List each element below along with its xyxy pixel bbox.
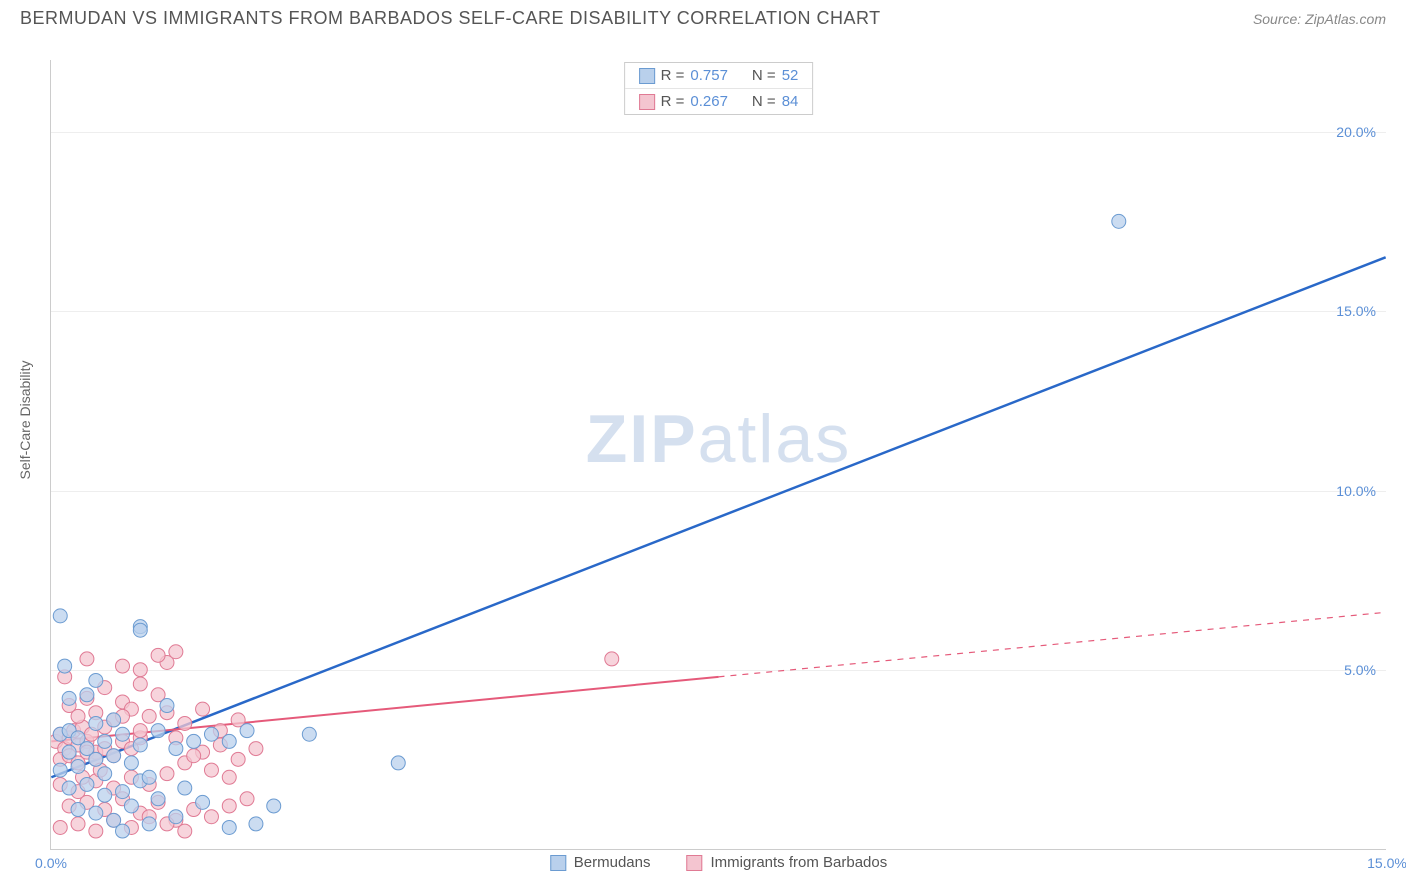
legend-r-value-1: 0.267	[690, 93, 728, 110]
source-value: ZipAtlas.com	[1305, 11, 1386, 27]
chart-source: Source: ZipAtlas.com	[1253, 11, 1386, 27]
legend-swatch-0	[639, 68, 655, 84]
legend-n-value-1: 84	[782, 93, 799, 110]
scatter-plot-svg	[51, 60, 1386, 849]
legend-stats-row-0: R = 0.757 N = 52	[625, 63, 813, 89]
legend-bottom-swatch-1	[686, 855, 702, 871]
chart-title: BERMUDAN VS IMMIGRANTS FROM BARBADOS SEL…	[20, 8, 881, 29]
legend-bottom-label-0: Bermudans	[574, 854, 651, 871]
legend-r-label-1: R =	[661, 93, 685, 110]
source-label: Source:	[1253, 11, 1305, 27]
legend-swatch-1	[639, 94, 655, 110]
legend-n-label-1: N =	[752, 93, 776, 110]
chart-header: BERMUDAN VS IMMIGRANTS FROM BARBADOS SEL…	[0, 0, 1406, 33]
legend-bottom-label-1: Immigrants from Barbados	[710, 854, 887, 871]
legend-series: Bermudans Immigrants from Barbados	[550, 854, 887, 871]
legend-r-label-0: R =	[661, 67, 685, 84]
legend-bottom-swatch-0	[550, 855, 566, 871]
legend-r-value-0: 0.757	[690, 67, 728, 84]
x-tick-label: 0.0%	[35, 855, 67, 871]
legend-n-label-0: N =	[752, 67, 776, 84]
chart-plot-area: ZIPatlas R = 0.757 N = 52 R = 0.267 N = …	[50, 60, 1386, 850]
y-axis-label: Self-Care Disability	[17, 360, 33, 479]
legend-n-value-0: 52	[782, 67, 799, 84]
legend-stats: R = 0.757 N = 52 R = 0.267 N = 84	[624, 62, 814, 115]
legend-stats-row-1: R = 0.267 N = 84	[625, 89, 813, 114]
x-tick-label: 15.0%	[1367, 855, 1406, 871]
